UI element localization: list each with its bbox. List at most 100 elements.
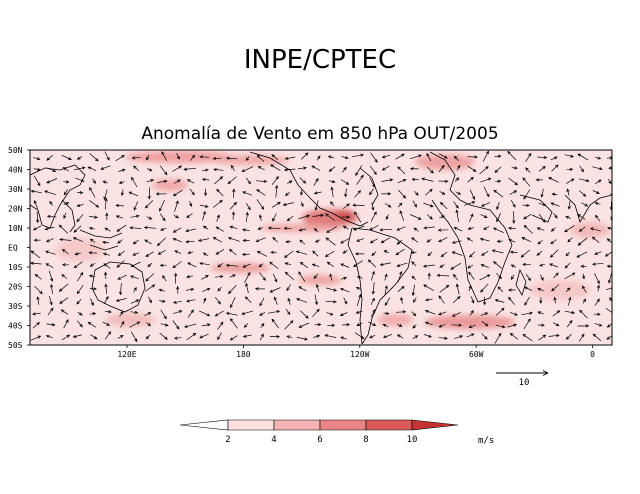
- coastline-south-america: [351, 227, 413, 345]
- wind-arrow: [33, 175, 41, 187]
- wind-arrow: [329, 273, 333, 281]
- wind-arrow: [438, 295, 445, 304]
- wind-arrow: [184, 323, 197, 329]
- wind-arrow: [90, 334, 98, 340]
- wind-arrow: [606, 238, 612, 243]
- wind-arrow: [272, 213, 277, 222]
- wind-arrow: [160, 227, 167, 231]
- wind-arrow: [451, 323, 462, 327]
- wind-arrow: [522, 333, 533, 342]
- wind-arrow: [438, 164, 445, 173]
- wind-arrow: [564, 272, 576, 280]
- latitude-label: 30N: [8, 185, 23, 194]
- wind-arrow: [256, 251, 268, 257]
- wind-arrow: [494, 166, 502, 173]
- wind-arrow: [272, 236, 279, 243]
- wind-arrow: [455, 283, 460, 295]
- wind-arrow: [89, 262, 96, 267]
- wind-arrow: [564, 310, 576, 315]
- wind-arrow: [311, 263, 320, 268]
- wind-arrow: [438, 237, 448, 243]
- wind-arrow: [469, 251, 476, 258]
- wind-arrow: [578, 178, 590, 183]
- wind-arrow: [62, 167, 69, 172]
- wind-arrow: [409, 154, 422, 160]
- wind-arrow: [548, 177, 559, 183]
- wind-arrow: [427, 272, 431, 280]
- wind-arrow: [480, 214, 488, 218]
- colorbar-tick-label: 8: [363, 435, 368, 445]
- wind-arrow: [480, 177, 492, 183]
- wind-arrow: [397, 285, 405, 292]
- wind-arrow: [160, 309, 167, 320]
- shading-blob: [415, 154, 475, 170]
- wind-arrow: [267, 226, 281, 230]
- wind-arrow: [58, 283, 69, 292]
- wind-arrow: [456, 164, 461, 171]
- wind-arrow: [172, 300, 182, 304]
- wind-arrow: [495, 179, 502, 183]
- wind-arrow: [383, 250, 390, 254]
- wind-arrow: [523, 318, 531, 330]
- wind-arrow: [325, 237, 336, 246]
- wind-arrow: [286, 215, 294, 222]
- reference-vector-label: 10: [519, 378, 530, 388]
- wind-arrow: [410, 250, 417, 255]
- colorbar-tick-label: 4: [271, 435, 276, 445]
- wind-arrow: [283, 250, 294, 258]
- wind-arrow: [424, 298, 433, 302]
- wind-arrow: [76, 190, 84, 195]
- wind-arrow: [243, 323, 249, 328]
- wind-arrow: [245, 203, 251, 211]
- institution-title: INPE/CPTEC: [244, 45, 396, 75]
- colorbar: m/s 2 4 6 8 10: [179, 419, 494, 446]
- wind-arrow: [549, 249, 559, 258]
- wind-arrow: [202, 210, 206, 221]
- wind-arrow: [172, 310, 183, 314]
- wind-arrow: [115, 203, 125, 208]
- wind-arrow: [47, 307, 54, 316]
- wind-arrow: [537, 155, 548, 160]
- wind-arrow: [270, 164, 281, 171]
- wind-arrow: [510, 264, 517, 268]
- wind-arrow: [59, 297, 69, 304]
- wind-arrow: [438, 179, 449, 183]
- wind-arrow: [186, 299, 196, 303]
- wind-arrow: [202, 287, 211, 292]
- wind-arrow: [282, 202, 294, 206]
- wind-arrow: [174, 200, 179, 212]
- wind-arrow: [258, 263, 264, 268]
- wind-arrow: [89, 215, 99, 219]
- wind-arrow: [130, 331, 138, 343]
- wind-arrow: [214, 296, 221, 305]
- latitude-label: 30S: [8, 302, 23, 311]
- wind-arrow: [298, 271, 306, 282]
- wind-arrow: [314, 322, 322, 327]
- wind-arrow: [453, 155, 459, 161]
- wind-arrow: [410, 167, 419, 171]
- wind-arrow: [72, 334, 82, 338]
- wind-arrow: [117, 334, 124, 339]
- wind-arrow: [273, 273, 278, 283]
- longitude-label: 120W: [350, 350, 369, 359]
- wind-arrow: [45, 334, 53, 339]
- wind-arrow: [34, 273, 42, 280]
- wind-arrow: [340, 336, 348, 340]
- wind-arrow: [255, 237, 266, 243]
- wind-arrow: [89, 186, 96, 198]
- wind-arrow: [353, 260, 363, 268]
- wind-arrow: [202, 252, 209, 257]
- wind-arrow: [244, 296, 252, 304]
- wind-arrow: [330, 186, 334, 198]
- wind-arrow: [595, 214, 601, 222]
- wind-arrow: [396, 334, 404, 339]
- wind-arrow: [450, 262, 462, 270]
- wind-arrow: [33, 238, 41, 242]
- wind-arrow: [467, 264, 474, 269]
- wind-arrow: [285, 308, 291, 316]
- wind-arrow: [439, 215, 445, 219]
- wind-arrow: [74, 252, 81, 256]
- wind-arrow: [60, 309, 69, 315]
- wind-arrow: [128, 191, 139, 197]
- wind-arrow: [46, 154, 54, 161]
